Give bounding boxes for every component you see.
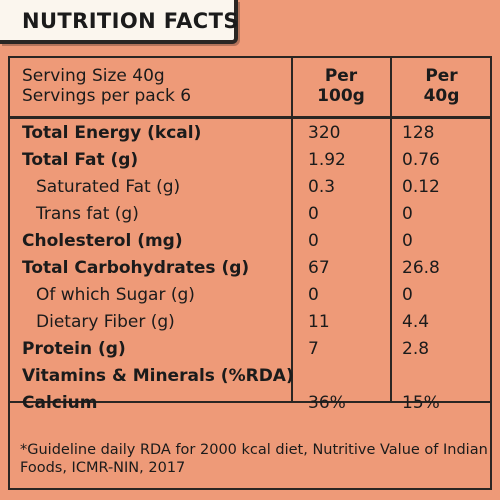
footer-rule	[10, 401, 490, 403]
row-label: Vitamins & Minerals (%RDA)	[22, 366, 294, 386]
table-row: Trans fat (g) 0 0	[10, 201, 490, 228]
value-per-100g: 7	[308, 339, 319, 359]
value-per-40g: 26.8	[402, 258, 440, 278]
value-per-100g: 67	[308, 258, 330, 278]
serving-size: Serving Size 40g	[22, 66, 165, 86]
row-label: Calcium	[22, 393, 98, 413]
value-per-100g: 320	[308, 123, 341, 143]
value-per-100g: 11	[308, 312, 330, 332]
row-label: Total Fat (g)	[22, 150, 139, 170]
value-per-100g: 0	[308, 231, 319, 251]
row-label: Protein (g)	[22, 339, 126, 359]
value-per-100g: 0.3	[308, 177, 336, 197]
value-per-100g: 0	[308, 285, 319, 305]
value-per-40g: 0.76	[402, 150, 440, 170]
column-divider	[390, 58, 392, 402]
column-header-line: Per	[425, 66, 458, 86]
value-per-100g: 0	[308, 204, 319, 224]
column-header-per-40g: Per 40g	[391, 66, 492, 106]
table-row: Calcium 36% 15%	[10, 390, 490, 417]
column-header-line: 40g	[423, 86, 460, 106]
value-per-40g: 4.4	[402, 312, 430, 332]
row-label: Total Carbohydrates (g)	[22, 258, 250, 278]
row-label: Of which Sugar (g)	[36, 285, 195, 305]
value-per-40g: 0	[402, 285, 413, 305]
table-row: Cholesterol (mg) 0 0	[10, 228, 490, 255]
value-per-40g: 2.8	[402, 339, 430, 359]
table-row: Of which Sugar (g) 0 0	[10, 282, 490, 309]
table-row: Total Fat (g) 1.92 0.76	[10, 147, 490, 174]
servings-per-pack: Servings per pack 6	[22, 86, 192, 106]
table-row: Total Energy (kcal) 320 128	[10, 120, 490, 147]
nutrition-table: Serving Size 40g Servings per pack 6 Per…	[8, 56, 492, 490]
table-row: Saturated Fat (g) 0.3 0.12	[10, 174, 490, 201]
value-per-40g: 128	[402, 123, 435, 143]
row-label: Dietary Fiber (g)	[36, 312, 175, 332]
table-row: Protein (g) 7 2.8	[10, 336, 490, 363]
value-per-40g: 0	[402, 231, 413, 251]
row-label: Saturated Fat (g)	[36, 177, 181, 197]
value-per-40g: 15%	[402, 393, 440, 413]
footnote: *Guideline daily RDA for 2000 kcal diet,…	[20, 442, 488, 476]
table-row: Dietary Fiber (g) 11 4.4	[10, 309, 490, 336]
header-tab: NUTRITION FACTS	[0, 0, 238, 44]
value-per-40g: 0	[402, 204, 413, 224]
row-label: Cholesterol (mg)	[22, 231, 183, 251]
column-header-line: Per	[324, 66, 358, 86]
table-row: Vitamins & Minerals (%RDA)	[10, 363, 490, 390]
row-label: Trans fat (g)	[36, 204, 139, 224]
column-divider	[291, 58, 293, 402]
value-per-40g: 0.12	[402, 177, 440, 197]
table-row: Total Carbohydrates (g) 67 26.8	[10, 255, 490, 282]
value-per-100g: 36%	[308, 393, 346, 413]
page-title: NUTRITION FACTS	[22, 9, 239, 33]
row-label: Total Energy (kcal)	[22, 123, 202, 143]
value-per-100g: 1.92	[308, 150, 346, 170]
header-rule	[10, 116, 490, 119]
column-header-line: 100g	[317, 86, 365, 106]
column-header-per-100g: Per 100g	[292, 66, 390, 106]
